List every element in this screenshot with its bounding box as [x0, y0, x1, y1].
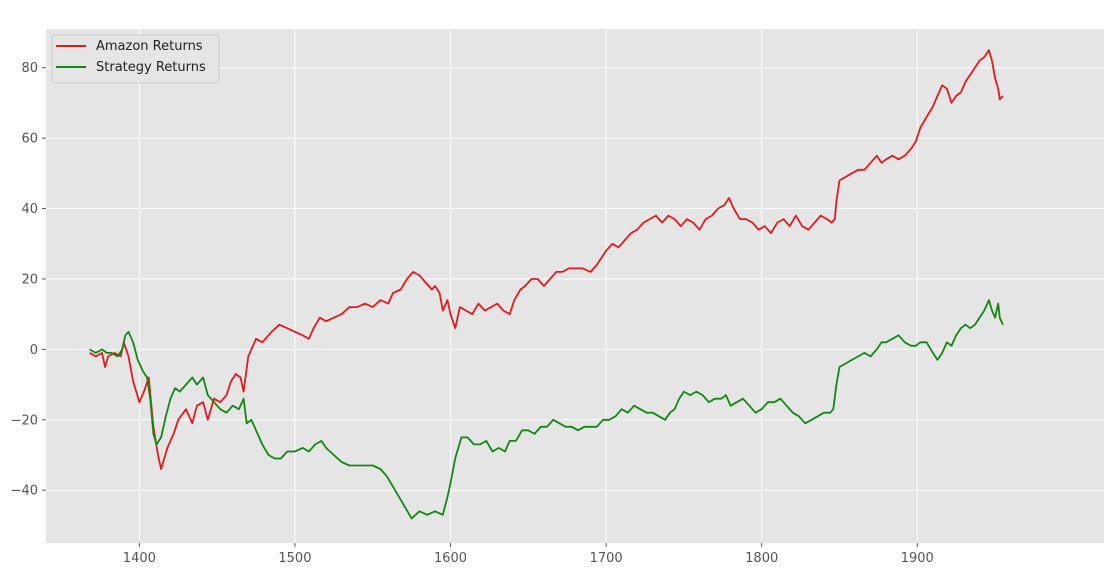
x-tick-label: 1900: [901, 551, 934, 566]
series-line-amazon-returns: [89, 49, 1004, 471]
legend: Amazon Returns Strategy Returns: [51, 34, 220, 84]
y-tick-label: 40: [21, 202, 38, 217]
y-axis-ticks: −40 −20 0 20 40 60 80: [11, 61, 46, 499]
y-tick-label: −20: [11, 413, 38, 428]
series-line-strategy-returns: [89, 299, 1004, 520]
legend-label-amazon: Amazon Returns: [96, 39, 203, 54]
x-tick-label: 1500: [278, 551, 311, 566]
legend-box: [51, 34, 220, 84]
y-tick-label: 20: [21, 272, 38, 287]
x-axis-ticks: 1400 1500 1600 1700 1800 1900: [123, 543, 934, 566]
legend-label-strategy: Strategy Returns: [96, 60, 206, 75]
y-tick-label: 80: [21, 61, 38, 76]
x-tick-label: 1400: [123, 551, 156, 566]
x-tick-label: 1600: [434, 551, 467, 566]
x-tick-label: 1700: [590, 551, 623, 566]
y-tick-label: 0: [30, 343, 38, 358]
y-tick-label: −40: [11, 484, 38, 499]
x-tick-label: 1800: [745, 551, 778, 566]
series-layer: [89, 49, 1004, 520]
y-tick-label: 60: [21, 132, 38, 147]
plot-area: [46, 29, 1104, 543]
grid-lines: [46, 29, 1104, 543]
